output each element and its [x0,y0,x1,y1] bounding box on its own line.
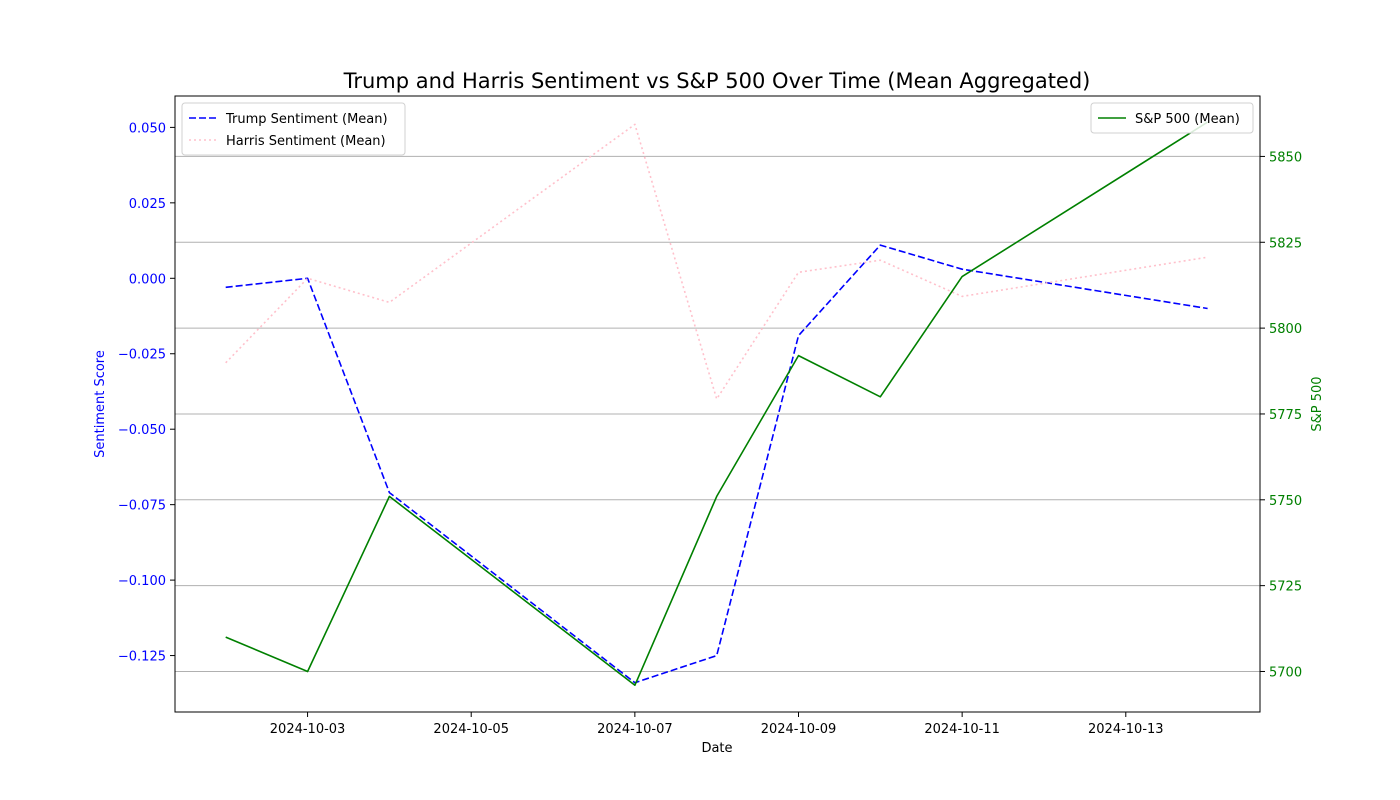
right-tick-label-5725: 5725 [1269,580,1302,595]
x-axis-title: Date [701,741,732,756]
right-tick-label-5800: 5800 [1269,322,1302,337]
x-tick-label-2024-10-03: 2024-10-03 [270,722,346,737]
right-tick-label-5775: 5775 [1269,408,1302,423]
x-tick-label-2024-10-11: 2024-10-11 [924,722,1000,737]
left-tick-label-1: −0.100 [118,574,166,589]
right-tick-label-5825: 5825 [1269,236,1302,251]
legend-right [1090,102,1254,134]
chart-title: Trump and Harris Sentiment vs S&P 500 Ov… [343,69,1091,93]
right-tick-label-5850: 5850 [1269,150,1302,165]
right-tick-label-5700: 5700 [1269,665,1302,680]
legend-entry-label: Harris Sentiment (Mean) [226,134,386,149]
left-tick-label-3: −0.050 [118,423,166,438]
x-tick-label-2024-10-09: 2024-10-09 [761,722,837,737]
series-line-s-p-500-mean [225,121,1209,687]
right-axis-title: S&P 500 [1310,376,1325,431]
left-tick-label-4: −0.025 [118,348,166,363]
legend-entry-label: S&P 500 (Mean) [1135,112,1240,127]
legend-entry-label: Trump Sentiment (Mean) [225,112,388,127]
legend-left [181,102,406,156]
right-tick-label-5750: 5750 [1269,494,1302,509]
left-tick-label-0: −0.125 [118,650,166,665]
left-axis-title: Sentiment Score [93,350,108,458]
series-line-harris-sentiment-mean [225,123,1208,400]
left-tick-label-7: 0.050 [129,121,166,136]
x-tick-label-2024-10-07: 2024-10-07 [597,722,673,737]
x-tick-label-2024-10-13: 2024-10-13 [1088,722,1164,737]
plot-frame [174,95,1261,713]
left-tick-label-2: −0.075 [118,499,166,514]
left-tick-label-5: 0.000 [129,272,166,287]
left-tick-label-6: 0.025 [129,197,166,212]
x-tick-label-2024-10-05: 2024-10-05 [433,722,509,737]
